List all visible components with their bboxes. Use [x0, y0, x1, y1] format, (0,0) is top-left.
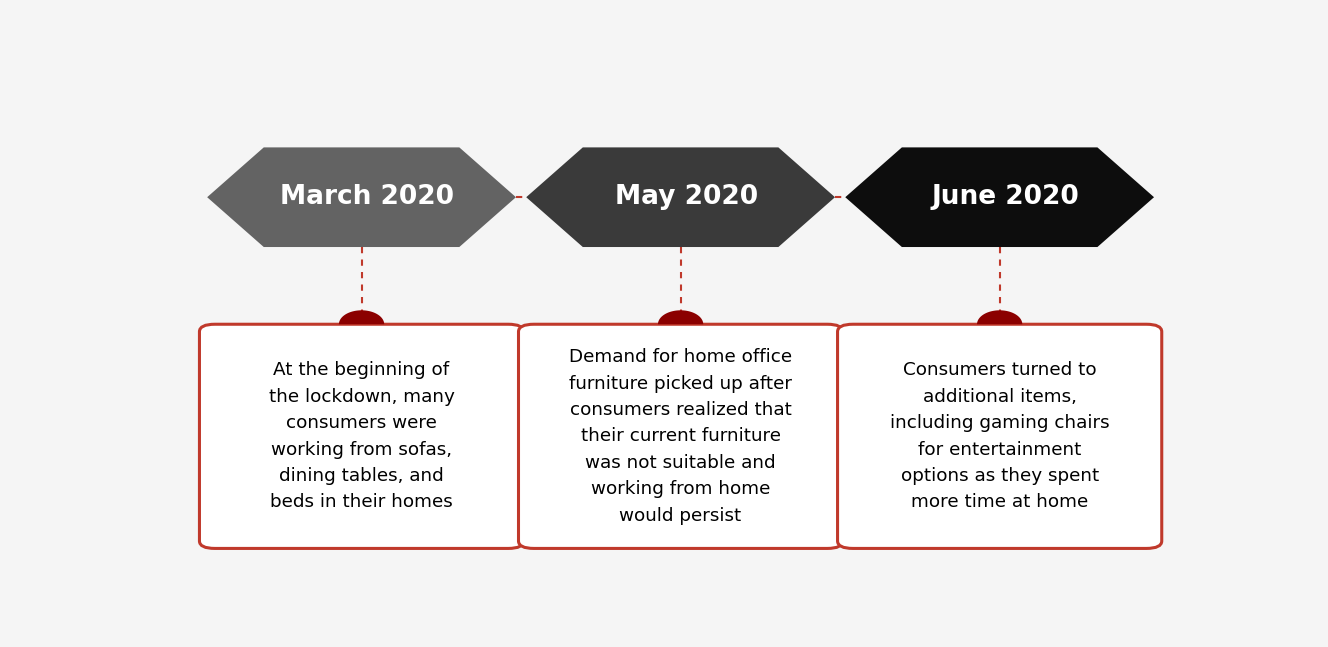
Text: June 2020: June 2020: [931, 184, 1080, 210]
FancyBboxPatch shape: [518, 324, 843, 549]
Text: Demand for home office
furniture picked up after
consumers realized that
their c: Demand for home office furniture picked …: [568, 348, 793, 525]
Polygon shape: [977, 311, 1023, 324]
Polygon shape: [846, 148, 1154, 247]
Text: At the beginning of
the lockdown, many
consumers were
working from sofas,
dining: At the beginning of the lockdown, many c…: [268, 361, 454, 511]
Polygon shape: [657, 311, 704, 324]
Text: May 2020: May 2020: [615, 184, 758, 210]
FancyBboxPatch shape: [199, 324, 523, 549]
Text: Consumers turned to
additional items,
including gaming chairs
for entertainment
: Consumers turned to additional items, in…: [890, 361, 1109, 511]
Polygon shape: [526, 148, 835, 247]
Polygon shape: [207, 148, 515, 247]
FancyBboxPatch shape: [838, 324, 1162, 549]
Text: March 2020: March 2020: [280, 184, 454, 210]
Polygon shape: [339, 311, 384, 324]
